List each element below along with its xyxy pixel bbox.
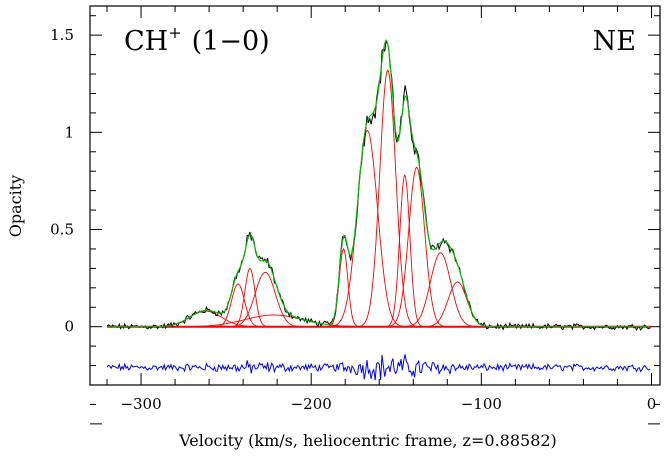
x-tick-label: −300 — [120, 395, 161, 413]
x-axis-title: Velocity (km/s, heliocentric frame, z=0.… — [178, 431, 557, 450]
y-tick-label: 1 — [64, 123, 74, 141]
tick-labels: −300 −200 −100 0 0 0.5 1 1.5 — [50, 26, 656, 413]
species-label: CH+ (1−0) — [124, 23, 270, 57]
fit-component-7 — [295, 129, 439, 328]
y-tick-label: 0.5 — [50, 221, 74, 239]
fit-component-11 — [369, 252, 512, 328]
fit-component-2 — [192, 283, 284, 328]
spectrum-lines — [106, 39, 652, 381]
fit-component-12 — [391, 281, 524, 328]
y-tick-label: 1.5 — [50, 26, 74, 44]
region-label: NE — [593, 26, 636, 57]
plot-frame — [89, 5, 661, 386]
x-tick-label: −200 — [291, 395, 332, 413]
observed-spectrum — [106, 40, 651, 331]
x-tick-label: −100 — [461, 395, 502, 413]
fit-component-9 — [369, 173, 441, 328]
plot-border — [89, 5, 661, 386]
fit-components — [107, 69, 524, 328]
y-tick-label: 0 — [64, 318, 74, 336]
fit-component-4 — [193, 271, 337, 328]
y-axis-title: Opacity — [6, 175, 25, 237]
residuals-line — [106, 354, 651, 381]
x-tick-label: 0 — [647, 395, 657, 413]
total-fit-line — [107, 39, 651, 328]
axis-ticks — [90, 6, 660, 425]
